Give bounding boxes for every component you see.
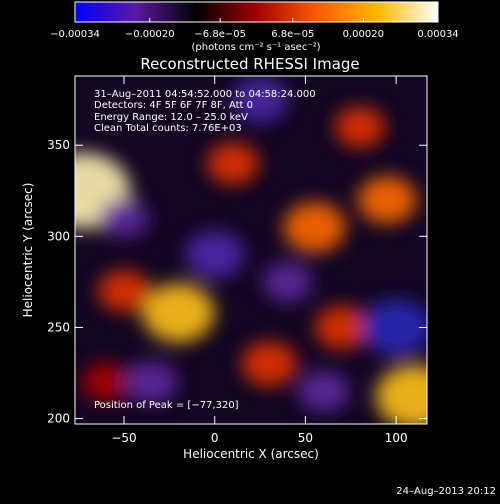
- negative-emission-blob: [124, 361, 178, 404]
- x-tick-label: 100: [385, 431, 408, 445]
- x-tick-label: −50: [111, 431, 136, 445]
- y-axis-label: Heliocentric Y (arcsec): [21, 183, 35, 318]
- info-line-3: Energy Range: 12.0 – 25.0 keV: [94, 112, 248, 123]
- negative-emission-blob: [361, 299, 427, 356]
- positive-emission-blob: [283, 201, 346, 253]
- heatmap-blobs: [75, 77, 427, 424]
- footer-date: 24–Aug–2013 20:12: [396, 486, 496, 497]
- colorbar-unit-label: (photons cm⁻² s⁻¹ asec⁻²): [191, 42, 320, 53]
- y-tick-label: 200: [47, 412, 70, 426]
- y-axis-ticks: 200 250 300 350: [47, 138, 427, 426]
- peak-position-label: Position of Peak = [−77,320]: [94, 400, 239, 411]
- colorbar-tick-label: 0.00034: [417, 29, 458, 40]
- y-tick-label: 350: [47, 138, 70, 152]
- positive-emission-blob: [375, 365, 427, 424]
- positive-emission-blob: [206, 142, 260, 185]
- colorbar-ticks: −0.00034 −0.00020 −6.8e−05 6.8e−05 0.00020 0.…: [50, 18, 459, 40]
- info-line-4: Clean Total counts: 7.76E+03: [94, 123, 242, 134]
- colorbar-tick-label: −0.00020: [125, 29, 175, 40]
- positive-emission-blob: [334, 106, 386, 148]
- colorbar: [74, 1, 439, 23]
- colorbar-tick-label: −6.8e−05: [194, 29, 246, 40]
- negative-emission-blob: [262, 262, 312, 302]
- chart-title: Reconstructed RHESSI Image: [140, 55, 359, 73]
- x-axis-ticks: −50 0 50 100: [111, 76, 408, 445]
- negative-emission-blob: [298, 370, 349, 412]
- positive-emission-blob: [97, 269, 151, 313]
- positive-emission-blob: [241, 341, 298, 387]
- colorbar-tick-label: −0.00034: [50, 29, 100, 40]
- y-tick-label: 250: [47, 320, 70, 334]
- info-line-1: 31–Aug–2011 04:54:52.000 to 04:58:24.000: [94, 89, 316, 100]
- positive-emission-blob: [142, 283, 215, 343]
- positive-emission-blob: [81, 362, 131, 402]
- negative-emission-blob: [232, 77, 288, 123]
- info-block: 31–Aug–2011 04:54:52.000 to 04:58:24.000…: [94, 89, 316, 134]
- positive-emission-blob: [357, 176, 417, 224]
- y-tick-label: 300: [47, 229, 70, 243]
- x-axis-label: Heliocentric X (arcsec): [183, 447, 319, 461]
- colorbar-tick-label: 6.8e−05: [271, 29, 314, 40]
- heatmap-area: [75, 76, 427, 424]
- info-line-2: Detectors: 4F 5F 6F 7F 8F, Att 0: [94, 100, 253, 111]
- x-tick-label: 50: [298, 431, 313, 445]
- plot-frame: [74, 75, 428, 425]
- colorbar-tick-label: 0.00020: [343, 29, 384, 40]
- positive-emission-blob: [314, 305, 369, 350]
- negative-emission-blob: [185, 230, 245, 279]
- x-tick-label: 0: [211, 431, 219, 445]
- negative-emission-blob: [99, 198, 149, 238]
